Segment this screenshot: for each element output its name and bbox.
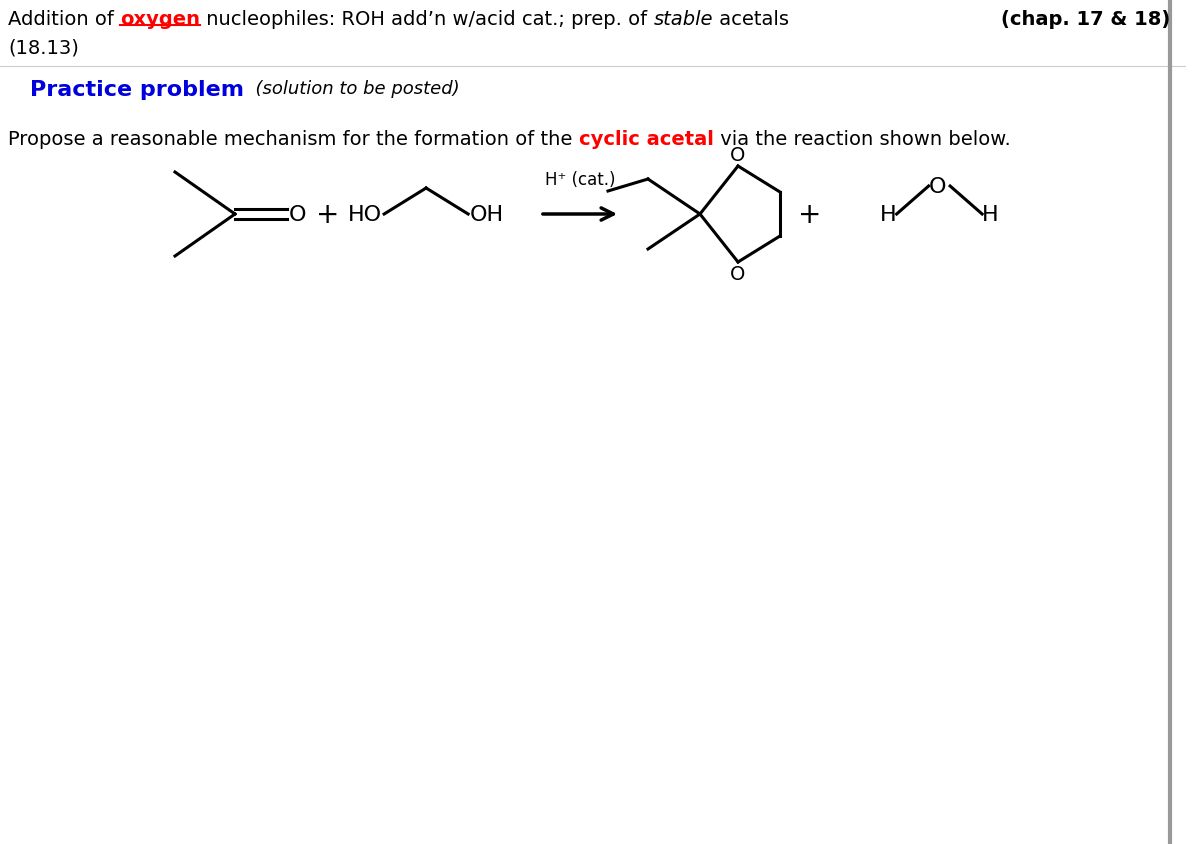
Text: O: O [731,146,745,165]
Text: O: O [731,265,745,284]
Text: +: + [317,201,340,229]
Text: cyclic acetal: cyclic acetal [578,130,714,149]
Text: +: + [798,201,822,229]
Text: via the reaction shown below.: via the reaction shown below. [714,130,1010,149]
Text: H⁺ (cat.): H⁺ (cat.) [545,170,616,189]
Text: HO: HO [348,205,382,225]
Text: (chap. 17 & 18): (chap. 17 & 18) [1001,10,1170,29]
Text: O: O [929,176,946,197]
Text: Addition of: Addition of [8,10,120,29]
Text: Practice problem: Practice problem [30,80,244,100]
Text: nucleophiles: ROH add’n w/acid cat.; prep. of: nucleophiles: ROH add’n w/acid cat.; pre… [200,10,654,29]
Text: stable: stable [654,10,713,29]
Text: O: O [289,205,306,225]
Text: OH: OH [470,205,504,225]
Text: H: H [880,205,896,225]
Text: acetals: acetals [713,10,790,29]
Text: (18.13): (18.13) [8,38,79,57]
Text: oxygen: oxygen [120,10,200,29]
Text: H: H [982,205,998,225]
Text: (solution to be posted): (solution to be posted) [244,80,460,98]
Text: Propose a reasonable mechanism for the formation of the: Propose a reasonable mechanism for the f… [8,130,578,149]
